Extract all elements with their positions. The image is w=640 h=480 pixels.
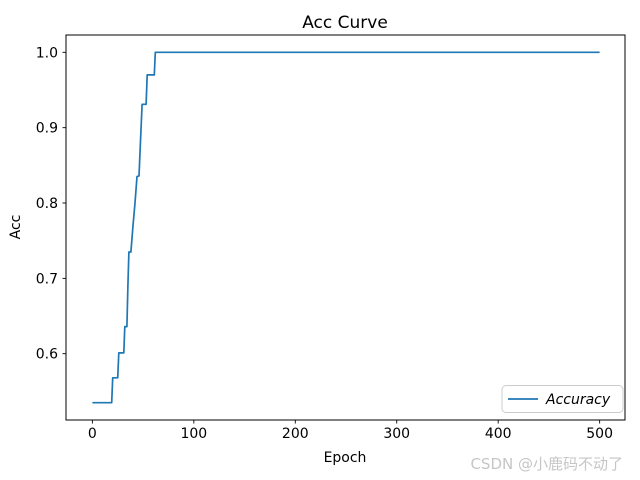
series-lines [92,51,600,404]
x-tick-label: 100 [180,426,207,442]
x-tick-label: 0 [88,426,97,442]
y-tick-label: 0.8 [36,196,58,212]
x-tick-label: 500 [586,426,613,442]
y-tick-label: 1.0 [36,45,58,61]
x-tick-label: 200 [282,426,309,442]
accuracy-line [92,51,600,404]
legend: Accuracy [501,385,624,413]
x-tick-label: 400 [485,426,512,442]
legend-box [501,385,624,413]
watermark: CSDN @小鹿码不动了 [470,455,623,473]
y-tick-label: 0.6 [36,347,58,363]
y-tick-label: 0.9 [36,121,58,137]
x-tick-label: 300 [383,426,410,442]
plot-area [65,34,626,421]
chart-title: Acc Curve [302,13,388,33]
legend-label: Accuracy [545,392,611,408]
y-axis-label: Acc [8,215,24,240]
y-tick-label: 0.7 [36,271,58,287]
x-axis-ticks: 0 100 200 300 400 500 [88,420,613,442]
y-axis-ticks: 0.6 0.7 0.8 0.9 1.0 [36,45,66,363]
x-axis-label: Epoch [324,450,367,466]
